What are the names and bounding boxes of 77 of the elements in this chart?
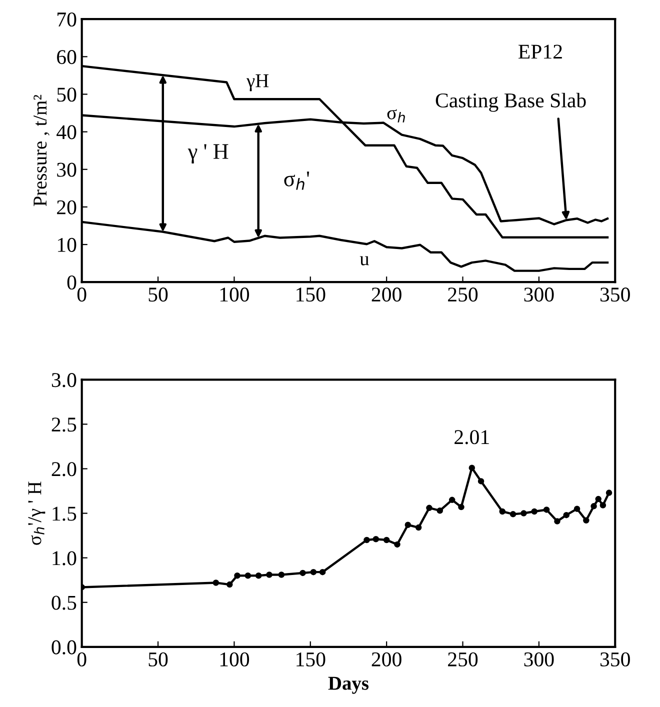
x-tick-label: 100 <box>220 652 250 666</box>
annotation: 2.01 <box>454 430 489 444</box>
y-tick-label: 30 <box>57 162 76 177</box>
x-tick-label: 200 <box>372 288 402 302</box>
point <box>415 524 422 531</box>
point <box>520 510 527 516</box>
point <box>436 507 444 514</box>
x-tick-label: 300 <box>524 288 554 302</box>
annotation: Casting Base Slab <box>436 92 586 112</box>
x-tick-label: 0 <box>77 652 86 666</box>
point <box>600 502 606 508</box>
point <box>574 506 580 512</box>
y-tick-label: 1.5 <box>52 506 76 521</box>
y-tick-label: 2.5 <box>52 418 76 432</box>
series-label: γH <box>246 74 269 92</box>
point <box>300 570 306 576</box>
point <box>310 568 317 576</box>
y-tick-label: 0 <box>67 275 76 290</box>
annotation: γ ' H <box>188 144 228 164</box>
annotation: EP12 <box>518 44 562 59</box>
point <box>499 508 506 515</box>
y-tick-label: 70 <box>58 12 76 27</box>
x-tick-label: 250 <box>448 652 478 666</box>
y-tick-label: 20 <box>57 200 76 214</box>
y-tick-label: 60 <box>57 50 76 64</box>
x-tick-label: 50 <box>148 288 168 302</box>
y-tick-label: 0.5 <box>52 596 76 610</box>
series-label: u <box>360 256 370 266</box>
point <box>478 478 484 484</box>
x-tick-label: 350 <box>600 652 630 666</box>
y-tick-label: 50 <box>57 88 76 102</box>
y-tick-label: 1.0 <box>52 551 76 566</box>
point <box>448 496 456 504</box>
point <box>531 508 538 515</box>
point <box>372 536 380 542</box>
point <box>364 536 370 544</box>
x-tick-label: 200 <box>372 652 402 666</box>
y-tick-label: 40 <box>56 125 76 140</box>
point <box>543 506 550 513</box>
point <box>595 496 602 502</box>
point <box>404 522 412 528</box>
point <box>458 504 464 510</box>
y-tick-label: 3.0 <box>52 373 76 388</box>
annotation: σ$_{h}$' <box>284 172 310 190</box>
x-tick-label: 50 <box>148 652 168 666</box>
x-tick-label: 150 <box>296 652 326 666</box>
y-tick-label: 10 <box>58 238 76 252</box>
x-axis-title: Days <box>328 676 369 694</box>
point <box>266 572 272 578</box>
point <box>590 503 597 510</box>
point <box>278 572 285 578</box>
point <box>554 518 560 524</box>
point <box>394 541 400 548</box>
x-tick-label: 0 <box>77 288 86 302</box>
point <box>226 581 233 588</box>
y-axis-title: Pressure , t/m² <box>34 94 50 206</box>
point <box>212 580 220 586</box>
x-tick-label: 150 <box>296 288 326 302</box>
x-tick-label: 100 <box>220 288 250 302</box>
x-tick-label: 350 <box>600 288 630 302</box>
point <box>563 512 570 518</box>
series-label: σ$_{h}$ <box>387 109 405 122</box>
point <box>255 572 262 579</box>
x-tick-label: 300 <box>524 652 554 666</box>
point <box>583 517 590 524</box>
y-tick-label: 0.0 <box>52 640 76 654</box>
y-axis-title: σ$_{h}$'/γ ' H <box>28 482 46 545</box>
point <box>383 536 390 544</box>
point <box>468 464 476 471</box>
point <box>319 568 326 576</box>
point <box>244 572 252 579</box>
x-tick-label: 250 <box>448 288 478 302</box>
point <box>510 511 516 518</box>
point <box>606 490 612 496</box>
y-tick-label: 2.0 <box>52 462 76 476</box>
point <box>426 504 432 512</box>
point <box>234 572 240 579</box>
